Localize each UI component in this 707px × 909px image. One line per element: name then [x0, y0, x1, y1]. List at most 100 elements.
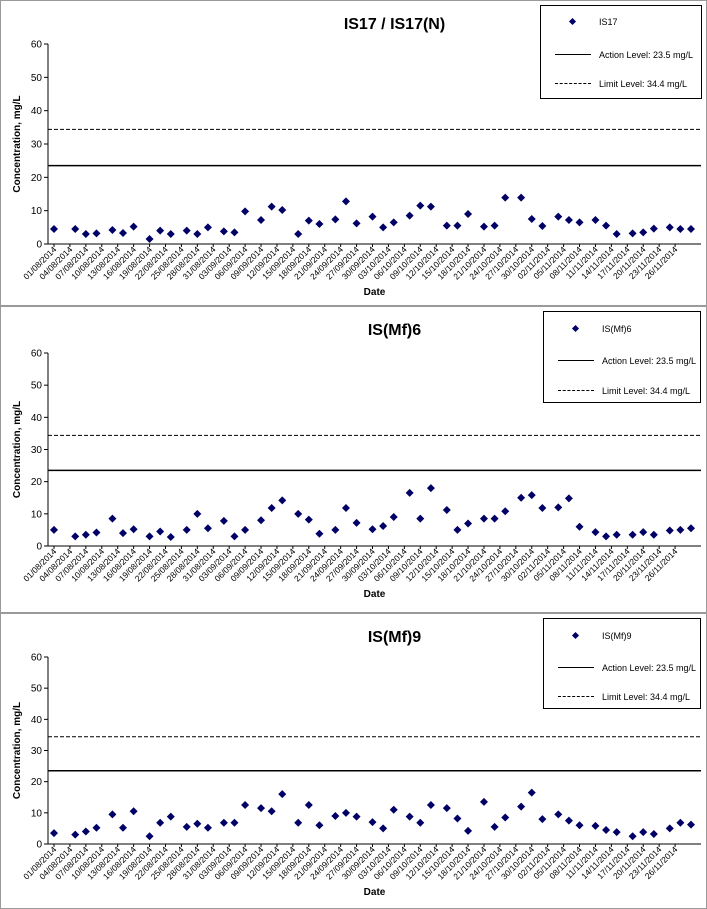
- data-point: [554, 212, 563, 221]
- data-point: [649, 830, 658, 839]
- diamond-marker-icon: [571, 324, 580, 333]
- chart-panel-is17: IS17 / IS17(N) 0 10 20 30 40 50 60 Concentration…: [0, 0, 707, 306]
- data-point: [71, 830, 80, 839]
- data-point: [527, 215, 536, 223]
- data-point: [294, 230, 303, 238]
- data-point: [591, 216, 600, 224]
- legend-entry-action-level: Action Level: 23.5 mg/L: [544, 662, 700, 674]
- data-point: [352, 219, 361, 228]
- legend-entry-series: IS17: [541, 16, 701, 28]
- legend-label: IS17: [599, 17, 618, 27]
- data-point: [81, 827, 90, 836]
- data-point: [166, 812, 175, 821]
- data-point: [368, 212, 377, 221]
- data-point: [92, 229, 101, 238]
- data-point: [649, 224, 658, 233]
- data-point: [71, 225, 80, 233]
- data-point: [676, 525, 685, 534]
- chart-title: IS(Mf)9: [368, 629, 421, 646]
- data-point: [639, 228, 648, 237]
- data-point: [156, 818, 165, 827]
- data-point: [119, 823, 128, 832]
- data-point: [665, 824, 674, 833]
- data-point: [687, 524, 695, 533]
- data-point: [304, 216, 313, 225]
- data-point: [50, 829, 58, 838]
- y-tick-label: 40: [31, 413, 43, 424]
- data-point: [575, 218, 584, 227]
- data-point: [219, 227, 228, 236]
- y-tick-label: 20: [31, 777, 43, 788]
- y-tick-label: 40: [31, 715, 43, 726]
- data-point: [464, 826, 473, 835]
- data-point: [416, 514, 425, 523]
- data-point: [145, 832, 154, 841]
- diamond-marker-icon: [568, 17, 577, 26]
- data-point: [602, 221, 611, 230]
- data-point: [230, 532, 239, 541]
- data-point: [602, 825, 611, 834]
- data-point: [649, 530, 658, 539]
- data-point: [81, 530, 90, 539]
- data-point: [628, 229, 637, 238]
- chart-legend: IS(Mf)9 Action Level: 23.5 mg/L Limit Le…: [543, 618, 701, 709]
- data-point: [203, 524, 212, 533]
- y-tick-label: 60: [31, 349, 43, 360]
- data-point: [379, 522, 388, 531]
- chart-title: IS(Mf)6: [368, 322, 421, 339]
- data-point: [50, 225, 58, 233]
- legend-label: Limit Level: 34.4 mg/L: [599, 79, 688, 89]
- data-point: [182, 226, 191, 235]
- data-point: [92, 823, 101, 832]
- data-point: [490, 822, 499, 831]
- data-point: [575, 522, 584, 531]
- data-point: [527, 788, 536, 797]
- data-point: [442, 804, 451, 813]
- x-axis-label: Date: [364, 287, 386, 298]
- data-point: [628, 832, 637, 841]
- data-point: [442, 221, 451, 230]
- data-point: [257, 516, 266, 525]
- data-point: [628, 530, 637, 539]
- data-point: [352, 518, 361, 527]
- data-point: [564, 494, 573, 503]
- y-axis-label: Concentration, mg/L: [12, 702, 23, 799]
- y-tick-label: 20: [31, 477, 43, 488]
- data-point: [405, 211, 414, 220]
- data-point: [182, 525, 191, 534]
- chart-svg-is17: IS17 / IS17(N) 0 10 20 30 40 50 60 Concentration…: [12, 16, 701, 298]
- y-tick-label: 50: [31, 73, 43, 84]
- data-point: [294, 509, 303, 518]
- y-tick-label: 0: [36, 240, 42, 251]
- legend-label: IS(Mf)9: [602, 631, 632, 641]
- data-point: [230, 818, 239, 827]
- data-point: [331, 525, 340, 534]
- data-point: [479, 222, 488, 231]
- data-point: [341, 504, 350, 513]
- data-point: [278, 206, 287, 214]
- chart-legend: IS(Mf)6 Action Level: 23.5 mg/L Limit Le…: [543, 311, 701, 403]
- y-tick-label: 50: [31, 684, 43, 695]
- data-point: [331, 811, 340, 820]
- data-point: [538, 222, 547, 230]
- data-point: [352, 812, 361, 821]
- data-point: [426, 801, 435, 810]
- data-point: [108, 810, 117, 819]
- data-point: [230, 228, 239, 237]
- legend-entry-action-level: Action Level: 23.5 mg/L: [544, 355, 700, 367]
- dashed-line-icon: [555, 83, 591, 84]
- data-point: [182, 822, 191, 831]
- y-tick-label: 0: [36, 840, 42, 851]
- data-point: [527, 491, 536, 500]
- data-point: [129, 525, 138, 534]
- legend-label: Action Level: 23.5 mg/L: [602, 356, 697, 366]
- legend-label: Action Level: 23.5 mg/L: [599, 50, 694, 60]
- data-point: [676, 818, 685, 827]
- data-point: [464, 210, 473, 218]
- x-axis-label: Date: [364, 887, 386, 898]
- data-point: [517, 493, 526, 502]
- data-point: [92, 528, 101, 537]
- data-point: [145, 532, 154, 541]
